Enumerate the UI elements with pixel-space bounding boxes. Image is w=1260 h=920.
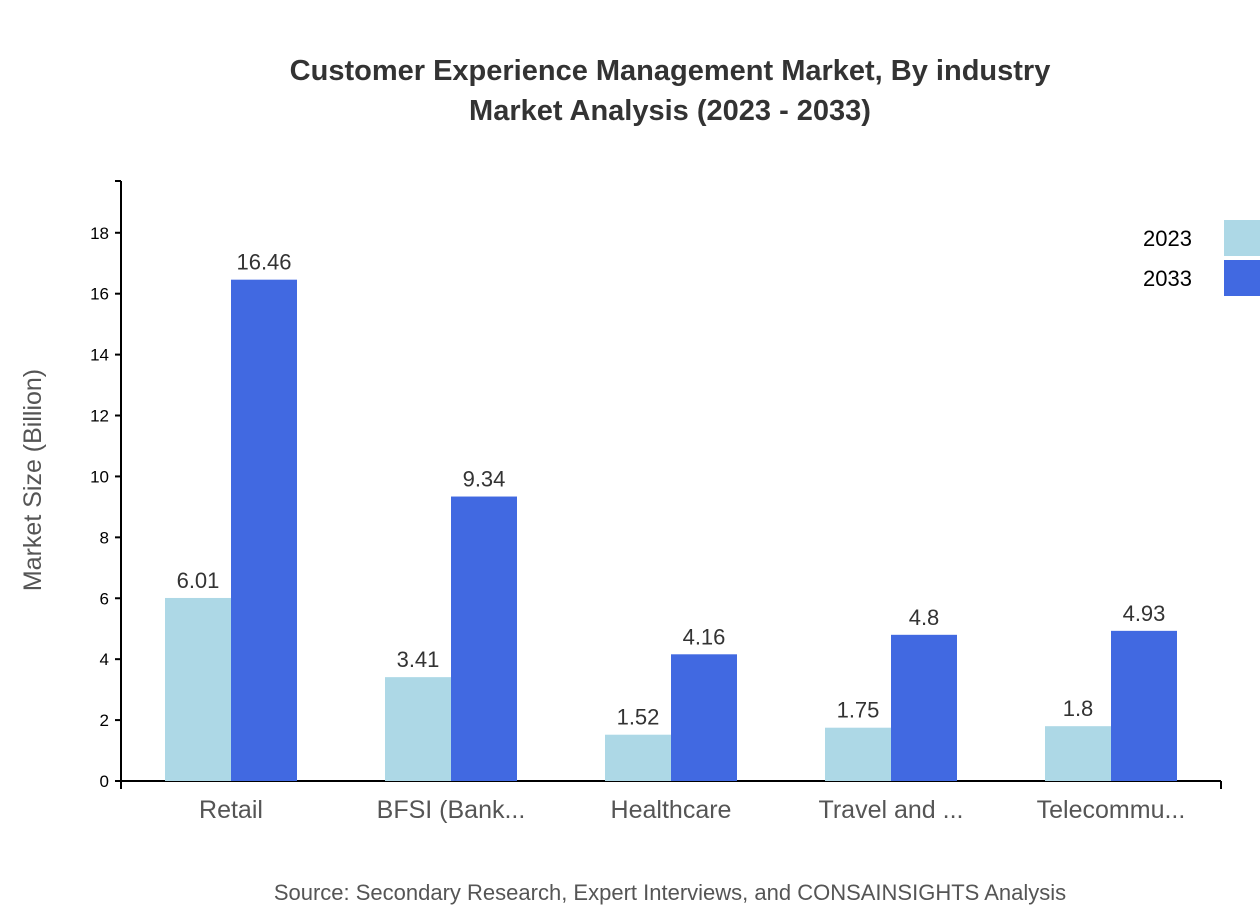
data-label: 16.46 (236, 250, 291, 275)
data-label: 1.8 (1063, 696, 1094, 721)
chart-subtitle: Market Analysis (2023 - 2033) (469, 95, 871, 127)
bar-2033 (231, 279, 297, 781)
y-tick-label: 14 (90, 346, 109, 365)
data-label: 4.8 (909, 605, 940, 630)
data-label: 3.41 (397, 647, 440, 672)
bar-2023 (385, 677, 451, 781)
data-label: 4.93 (1123, 601, 1166, 626)
legend-swatch (1224, 220, 1260, 256)
bar-2033 (451, 496, 517, 781)
x-tick-label: Telecommu... (1037, 796, 1186, 824)
y-axis-label: Market Size (Billion) (19, 369, 47, 591)
bar-2023 (605, 734, 671, 781)
y-tick-label: 10 (90, 467, 109, 486)
data-label: 6.01 (177, 568, 220, 593)
legend-label: 2023 (1143, 226, 1192, 251)
x-tick-label: Retail (199, 796, 263, 824)
x-tick-label: BFSI (Bank... (377, 796, 526, 824)
bar-2023 (165, 597, 231, 781)
data-label: 1.52 (617, 705, 660, 730)
data-label: 4.16 (683, 624, 726, 649)
y-tick-label: 12 (90, 407, 109, 426)
chart-title: Customer Experience Management Market, B… (290, 55, 1051, 87)
x-tick-label: Healthcare (611, 796, 732, 824)
y-tick-label: 4 (100, 650, 109, 669)
y-tick-label: 0 (100, 772, 109, 791)
bar-2033 (671, 654, 737, 781)
legend-swatch (1224, 260, 1260, 296)
y-tick-label: 2 (100, 711, 109, 730)
y-tick-label: 8 (100, 528, 109, 547)
data-label: 9.34 (463, 467, 506, 492)
bar-2023 (1045, 726, 1111, 781)
y-tick-label: 18 (90, 224, 109, 243)
bar-2023 (825, 727, 891, 781)
source-note: Source: Secondary Research, Expert Inter… (274, 880, 1066, 905)
legend-label: 2033 (1143, 266, 1192, 291)
bar-2033 (1111, 630, 1177, 781)
bar-2033 (891, 634, 957, 781)
x-tick-label: Travel and ... (819, 796, 964, 824)
y-tick-label: 6 (100, 589, 109, 608)
y-tick-label: 16 (90, 285, 109, 304)
data-label: 1.75 (837, 698, 880, 723)
